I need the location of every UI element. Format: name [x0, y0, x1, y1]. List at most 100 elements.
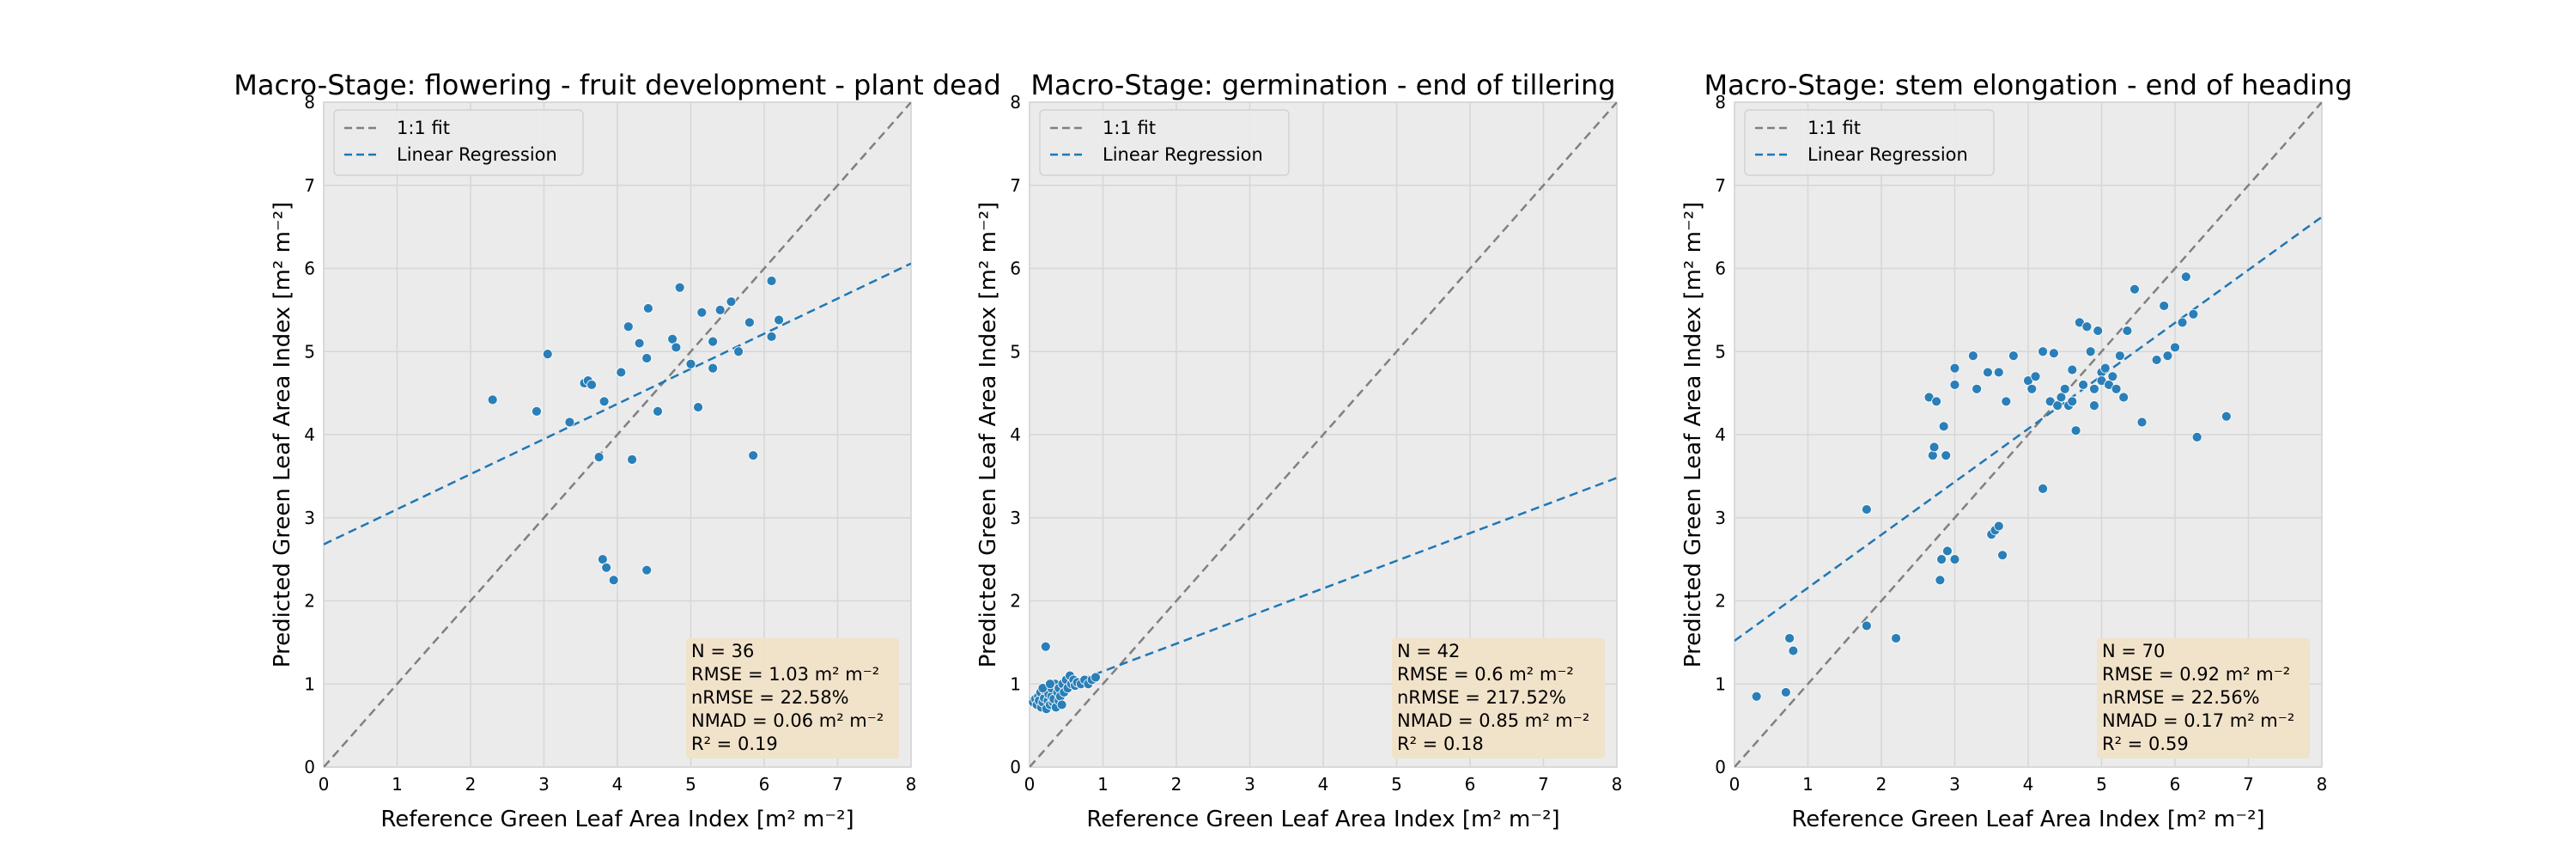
y-tick-label: 6: [1010, 259, 1021, 279]
stats-background: [686, 638, 899, 758]
data-point: [598, 554, 608, 565]
data-point: [532, 406, 542, 417]
data-point: [2081, 321, 2093, 332]
data-point: [2026, 383, 2038, 394]
data-point: [2136, 417, 2148, 428]
stat-line: RMSE = 1.03 m² m⁻²: [691, 664, 879, 685]
data-point: [1936, 554, 1947, 565]
x-tick-label: 8: [1612, 774, 1623, 795]
data-point: [685, 358, 696, 369]
x-tick-label: 1: [392, 774, 403, 795]
data-point: [1091, 672, 1101, 683]
stat-line: R² = 0.18: [1397, 734, 1484, 754]
data-point: [2089, 400, 2099, 411]
data-point: [714, 304, 726, 315]
stat-line: nRMSE = 22.58%: [691, 687, 849, 708]
data-point: [2177, 317, 2188, 328]
x-tick-label: 0: [1024, 774, 1036, 795]
chart-title: Macro-Stage: stem elongation - end of he…: [1704, 69, 2352, 101]
y-tick-label: 7: [1715, 175, 1726, 196]
data-point: [598, 396, 610, 407]
data-point: [2008, 350, 2019, 361]
data-point: [2038, 483, 2049, 494]
data-point: [641, 353, 653, 363]
y-tick-label: 2: [1010, 591, 1021, 612]
data-point: [1949, 380, 1960, 390]
x-tick-label: 6: [1465, 774, 1476, 795]
data-point: [1967, 350, 1978, 361]
y-tick-label: 1: [304, 673, 315, 694]
x-tick-label: 5: [2096, 774, 2107, 795]
data-point: [2107, 371, 2118, 382]
data-point: [1927, 450, 1938, 461]
data-point: [487, 394, 498, 405]
data-point: [733, 346, 744, 357]
x-tick-label: 1: [1802, 774, 1814, 795]
stat-line: NMAD = 0.06 m² m⁻²: [691, 710, 884, 731]
data-point: [2093, 326, 2104, 336]
y-tick-label: 3: [1715, 508, 1726, 528]
data-point: [708, 362, 719, 374]
data-point: [2114, 350, 2125, 361]
regression-line: [1030, 477, 1617, 700]
stats-background: [1392, 638, 1605, 758]
x-tick-label: 2: [465, 774, 477, 795]
data-point: [1942, 545, 1953, 557]
stat-line: R² = 0.59: [2102, 734, 2189, 754]
legend: 1:1 fit Linear Regression: [1744, 109, 1995, 176]
x-tick-label: 2: [1171, 774, 1182, 795]
y-tick-label: 5: [1715, 341, 1726, 362]
data-point: [1949, 554, 1960, 565]
y-tick-label: 2: [304, 591, 315, 612]
y-tick-label: 4: [1010, 424, 1021, 445]
legend-label: Linear Regression: [397, 144, 557, 165]
data-point: [1861, 620, 1872, 631]
data-point: [2052, 400, 2063, 411]
y-tick-label: 4: [304, 424, 315, 445]
legend-label: Linear Regression: [1103, 144, 1263, 165]
x-tick-label: 3: [538, 774, 550, 795]
data-point: [2001, 396, 2012, 407]
data-point: [766, 276, 777, 286]
y-tick-label: 4: [1715, 424, 1726, 445]
stat-line: N = 36: [691, 641, 754, 661]
data-point: [1949, 362, 1960, 374]
y-tick-label: 0: [1010, 757, 1021, 777]
data-point: [1891, 633, 1902, 643]
data-point: [542, 349, 553, 360]
data-point: [1938, 421, 1949, 432]
y-tick-label: 8: [304, 92, 315, 113]
x-tick-label: 0: [1729, 774, 1741, 795]
data-point: [1861, 504, 1872, 515]
x-tick-label: 3: [1949, 774, 1960, 795]
x-axis-label: Reference Green Leaf Area Index [m² m⁻²]: [380, 807, 854, 832]
data-point: [653, 406, 663, 417]
stat-line: N = 42: [1397, 641, 1460, 661]
data-point: [1971, 383, 1983, 394]
x-tick-label: 4: [612, 774, 623, 795]
chart-panel-2: 0 1 2 3 4 5 6 7 8 0 1 2 3 4 5 6 7 8 Macro-Stage: germinati…: [975, 69, 1622, 832]
data-point: [693, 402, 703, 412]
stat-line: nRMSE = 22.56%: [2102, 687, 2260, 708]
regression-line: [1735, 216, 2322, 642]
data-point: [2122, 326, 2133, 336]
stat-line: RMSE = 0.6 m² m⁻²: [1397, 664, 1574, 685]
y-axis-label: Predicted Green Leaf Area Index [m² m⁻²]: [1680, 202, 1706, 667]
data-point: [2188, 308, 2199, 320]
data-point: [623, 321, 634, 332]
y-tick-label: 3: [304, 508, 315, 528]
y-tick-label: 7: [304, 175, 315, 196]
data-point: [1983, 367, 1993, 378]
legend-label: 1:1 fit: [397, 118, 450, 138]
data-point: [1993, 521, 2004, 532]
stat-line: R² = 0.19: [691, 734, 778, 754]
chart-title: Macro-Stage: germination - end of tiller…: [1030, 69, 1615, 101]
data-point: [766, 331, 777, 342]
y-tick-label: 0: [1715, 757, 1726, 777]
y-tick-label: 0: [304, 757, 315, 777]
data-point: [2078, 380, 2089, 390]
data-point: [1045, 679, 1055, 690]
